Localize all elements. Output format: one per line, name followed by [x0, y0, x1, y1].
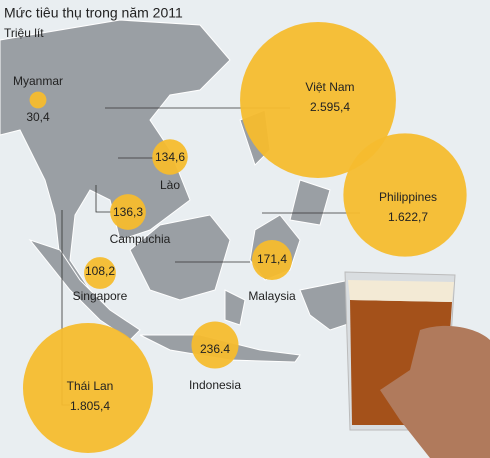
beer-glass [344, 271, 490, 458]
value-label: 30,4 [26, 110, 50, 124]
value-label: 2.595,4 [310, 100, 350, 114]
bubble [152, 139, 188, 175]
bubble [110, 194, 146, 230]
country-label: Indonesia [189, 378, 241, 392]
value-label: 108,2 [85, 264, 115, 278]
bubble [251, 239, 293, 281]
bubble [343, 133, 467, 257]
country-label: Myanmar [13, 74, 63, 88]
country-label: Singapore [73, 289, 128, 303]
value-label: 236.4 [200, 342, 230, 356]
bubble [29, 91, 47, 109]
value-label: 1.622,7 [388, 210, 428, 224]
value-label: 171,4 [257, 252, 287, 266]
value-label: 134,6 [155, 150, 185, 164]
country-label: Việt Nam [305, 80, 354, 94]
country-label: Philippines [379, 190, 437, 204]
bubble [240, 22, 396, 178]
value-label: 1.805,4 [70, 399, 110, 413]
bubble [22, 322, 154, 454]
bubbles: Myanmar 30,4 Việt Nam 2.595,4 Lào 134,6 Campuc… [13, 22, 467, 454]
bubble [84, 257, 116, 289]
country-label: Lào [160, 178, 180, 192]
country-label: Campuchia [110, 232, 171, 246]
country-label: Thái Lan [67, 379, 114, 393]
value-label: 136,3 [113, 205, 143, 219]
chart-subtitle: Triệu lít [4, 26, 44, 40]
country-label: Malaysia [248, 289, 296, 303]
chart-title: Mức tiêu thụ trong năm 2011 [4, 5, 183, 21]
leader-line [95, 185, 113, 213]
bubble [191, 321, 239, 369]
